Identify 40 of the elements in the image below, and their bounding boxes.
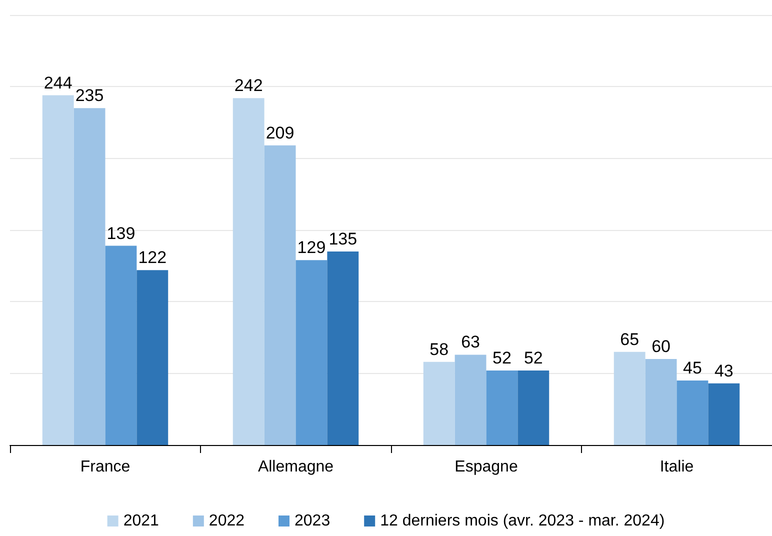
data-label: 139	[106, 224, 136, 243]
data-label: 43	[714, 361, 734, 380]
data-label: 242	[234, 76, 263, 96]
data-label: 52	[492, 348, 512, 368]
legend-label: 2023	[294, 512, 330, 530]
bar	[232, 98, 264, 445]
bar	[42, 95, 74, 445]
bar	[423, 362, 455, 445]
bar	[614, 352, 646, 445]
data-label: 45	[683, 358, 702, 378]
bar	[645, 359, 677, 445]
data-label: 135	[328, 230, 358, 248]
bar	[136, 270, 168, 445]
x-tick-label: France	[80, 458, 130, 476]
bar	[676, 380, 708, 445]
data-label: 209	[266, 123, 294, 142]
data-label: 129	[297, 238, 326, 258]
bar	[105, 246, 137, 445]
bar	[454, 354, 486, 445]
bar	[327, 252, 359, 445]
legend-label: 12 derniers mois (avr. 2023 - mar. 2024)	[380, 512, 665, 530]
bar	[264, 145, 296, 445]
legend-label: 2021	[123, 512, 160, 530]
data-label: 58	[430, 340, 449, 359]
data-label: 65	[620, 330, 640, 349]
data-label: 122	[138, 248, 167, 268]
data-label: 52	[524, 348, 543, 368]
bar	[74, 108, 106, 445]
data-label: 60	[652, 337, 670, 356]
data-label: 244	[44, 73, 72, 92]
legend-label: 2022	[208, 512, 245, 530]
bar	[486, 370, 518, 445]
x-tick-label: Italie	[660, 458, 694, 476]
bar	[296, 260, 328, 445]
data-label: 63	[461, 332, 480, 352]
bar	[708, 383, 740, 445]
data-label: 235	[75, 86, 104, 106]
x-tick-label: Espagne	[454, 458, 518, 476]
bar	[518, 370, 550, 445]
x-tick-label: Allemagne	[258, 458, 334, 476]
